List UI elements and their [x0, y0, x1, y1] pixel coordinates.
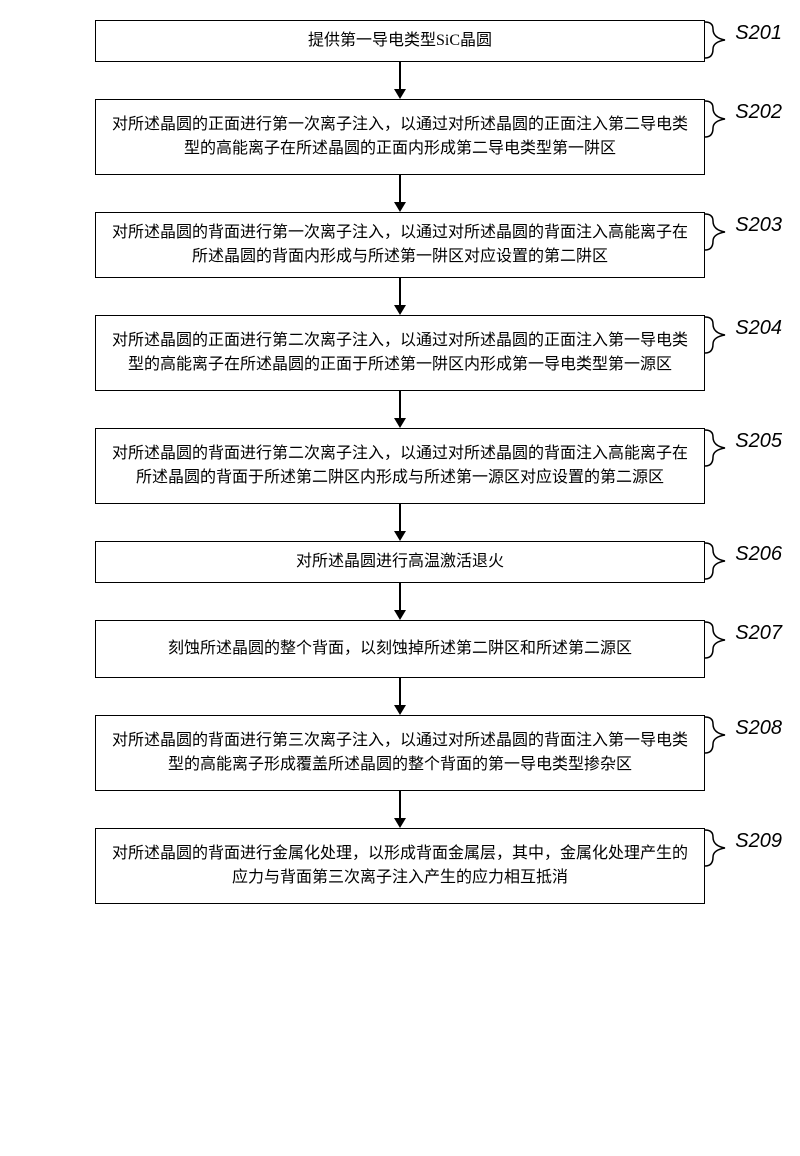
step-label-S207: S207 — [735, 622, 782, 645]
arrow-down — [394, 791, 406, 828]
arrow-down — [394, 278, 406, 315]
brace-S203 — [703, 210, 731, 254]
arrow-down — [394, 175, 406, 212]
brace-S208 — [703, 713, 731, 757]
step-label-S206: S206 — [735, 543, 782, 566]
arrow-head-icon — [394, 818, 406, 828]
step-box-S205: 对所述晶圆的背面进行第二次离子注入，以通过对所述晶圆的背面注入高能离子在所述晶圆… — [95, 428, 705, 504]
arrow-down — [394, 62, 406, 99]
flow-row: 对所述晶圆的背面进行第一次离子注入，以通过对所述晶圆的背面注入高能离子在所述晶圆… — [30, 212, 770, 278]
arrow-line — [399, 678, 401, 706]
flow-row: 对所述晶圆的正面进行第一次离子注入，以通过对所述晶圆的正面注入第二导电类型的高能… — [30, 99, 770, 175]
arrow-line — [399, 583, 401, 611]
brace-S204 — [703, 313, 731, 357]
arrow-line — [399, 175, 401, 203]
flow-row: 刻蚀所述晶圆的整个背面，以刻蚀掉所述第二阱区和所述第二源区S207 — [30, 620, 770, 678]
flowchart-container: 提供第一导电类型SiC晶圆S201 对所述晶圆的正面进行第一次离子注入，以通过对所… — [30, 20, 770, 904]
step-box-S207: 刻蚀所述晶圆的整个背面，以刻蚀掉所述第二阱区和所述第二源区 — [95, 620, 705, 678]
flow-row: 对所述晶圆的背面进行金属化处理，以形成背面金属层，其中，金属化处理产生的应力与背… — [30, 828, 770, 904]
arrow-down — [394, 504, 406, 541]
arrow-down — [394, 678, 406, 715]
brace-S206 — [703, 539, 731, 583]
arrow-line — [399, 62, 401, 90]
step-label-S205: S205 — [735, 430, 782, 453]
brace-S209 — [703, 826, 731, 870]
step-box-S204: 对所述晶圆的正面进行第二次离子注入，以通过对所述晶圆的正面注入第一导电类型的高能… — [95, 315, 705, 391]
arrow-head-icon — [394, 610, 406, 620]
flow-row: 对所述晶圆的背面进行第二次离子注入，以通过对所述晶圆的背面注入高能离子在所述晶圆… — [30, 428, 770, 504]
step-label-S201: S201 — [735, 22, 782, 45]
arrow-line — [399, 278, 401, 306]
step-label-S204: S204 — [735, 317, 782, 340]
step-box-S209: 对所述晶圆的背面进行金属化处理，以形成背面金属层，其中，金属化处理产生的应力与背… — [95, 828, 705, 904]
flow-row: 对所述晶圆进行高温激活退火S206 — [30, 541, 770, 583]
brace-S202 — [703, 97, 731, 141]
flow-row: 对所述晶圆的正面进行第二次离子注入，以通过对所述晶圆的正面注入第一导电类型的高能… — [30, 315, 770, 391]
arrow-head-icon — [394, 202, 406, 212]
step-box-S206: 对所述晶圆进行高温激活退火 — [95, 541, 705, 583]
step-label-S208: S208 — [735, 717, 782, 740]
arrow-down — [394, 391, 406, 428]
step-label-S202: S202 — [735, 101, 782, 124]
arrow-line — [399, 504, 401, 532]
arrow-down — [394, 583, 406, 620]
step-label-S203: S203 — [735, 214, 782, 237]
arrow-head-icon — [394, 531, 406, 541]
step-box-S208: 对所述晶圆的背面进行第三次离子注入，以通过对所述晶圆的背面注入第一导电类型的高能… — [95, 715, 705, 791]
step-label-S209: S209 — [735, 830, 782, 853]
flow-row: 提供第一导电类型SiC晶圆S201 — [30, 20, 770, 62]
flow-row: 对所述晶圆的背面进行第三次离子注入，以通过对所述晶圆的背面注入第一导电类型的高能… — [30, 715, 770, 791]
brace-S201 — [703, 18, 731, 62]
arrow-line — [399, 791, 401, 819]
step-box-S201: 提供第一导电类型SiC晶圆 — [95, 20, 705, 62]
arrow-head-icon — [394, 89, 406, 99]
arrow-head-icon — [394, 705, 406, 715]
step-box-S202: 对所述晶圆的正面进行第一次离子注入，以通过对所述晶圆的正面注入第二导电类型的高能… — [95, 99, 705, 175]
brace-S207 — [703, 618, 731, 662]
arrow-line — [399, 391, 401, 419]
brace-S205 — [703, 426, 731, 470]
arrow-head-icon — [394, 418, 406, 428]
step-box-S203: 对所述晶圆的背面进行第一次离子注入，以通过对所述晶圆的背面注入高能离子在所述晶圆… — [95, 212, 705, 278]
arrow-head-icon — [394, 305, 406, 315]
